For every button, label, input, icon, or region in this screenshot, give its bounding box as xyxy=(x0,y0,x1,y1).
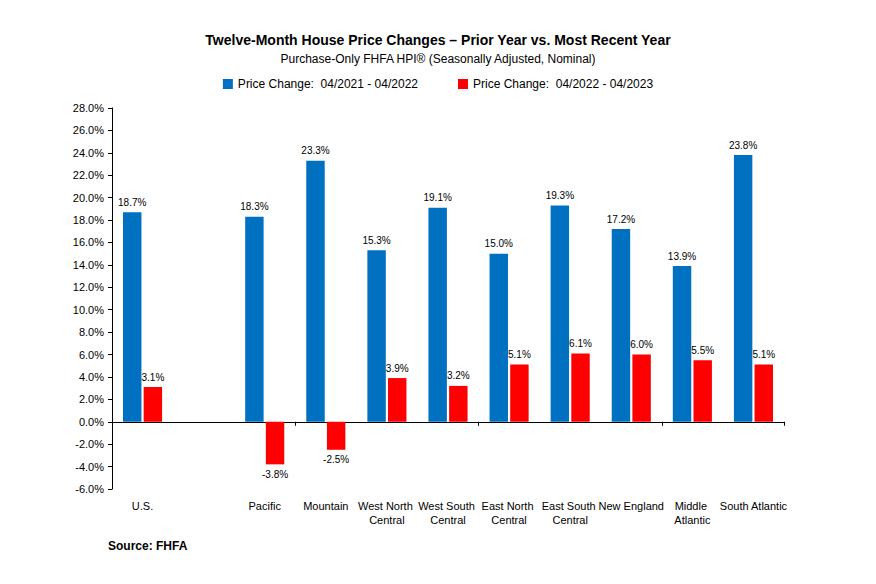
svg-text:East South: East South xyxy=(542,500,599,512)
svg-text:Mountain: Mountain xyxy=(303,500,348,512)
svg-text:New England: New England xyxy=(599,500,664,512)
svg-text:3.9%: 3.9% xyxy=(386,363,409,374)
svg-text:Purchase-Only FHFA HPI® (Seaso: Purchase-Only FHFA HPI® (Seasonally Adju… xyxy=(281,52,596,66)
svg-text:6.1%: 6.1% xyxy=(569,338,592,349)
svg-text:Atlantic: Atlantic xyxy=(674,514,711,526)
svg-text:-6.0%: -6.0% xyxy=(75,483,104,495)
svg-text:U.S.: U.S. xyxy=(132,500,153,512)
svg-text:-2.5%: -2.5% xyxy=(323,454,349,465)
svg-text:10.0%: 10.0% xyxy=(73,304,104,316)
svg-text:3.2%: 3.2% xyxy=(447,370,470,381)
svg-text:Twelve-Month House Price Chang: Twelve-Month House Price Changes – Prior… xyxy=(205,32,671,48)
svg-text:3.1%: 3.1% xyxy=(141,372,164,383)
svg-text:West North: West North xyxy=(358,500,416,512)
svg-text:2.0%: 2.0% xyxy=(79,393,104,405)
svg-text:19.1%: 19.1% xyxy=(423,192,451,203)
svg-text:West South: West South xyxy=(418,500,478,512)
svg-text:0.0%: 0.0% xyxy=(79,416,104,428)
svg-text:18.7%: 18.7% xyxy=(118,197,146,208)
svg-text:6.0%: 6.0% xyxy=(630,339,653,350)
svg-text:18.0%: 18.0% xyxy=(73,214,104,226)
svg-text:22.0%: 22.0% xyxy=(73,169,104,181)
svg-text:Price Change: 04/2022 - 04/20: Price Change: 04/2022 - 04/2023 xyxy=(473,77,653,91)
svg-text:28.0%: 28.0% xyxy=(73,102,104,114)
svg-text:23.3%: 23.3% xyxy=(301,145,329,156)
svg-text:Middle: Middle xyxy=(675,500,710,512)
svg-text:5.5%: 5.5% xyxy=(691,345,714,356)
svg-text:13.9%: 13.9% xyxy=(668,251,696,262)
svg-text:-2.0%: -2.0% xyxy=(75,438,104,450)
svg-text:17.2%: 17.2% xyxy=(607,214,635,225)
svg-text:5.1%: 5.1% xyxy=(508,349,531,360)
svg-text:Central: Central xyxy=(430,514,465,526)
svg-text:24.0%: 24.0% xyxy=(73,147,104,159)
svg-text:15.0%: 15.0% xyxy=(485,238,513,249)
svg-text:5.1%: 5.1% xyxy=(752,349,775,360)
svg-text:-3.8%: -3.8% xyxy=(262,469,288,480)
svg-text:Central: Central xyxy=(491,514,526,526)
svg-text:23.8%: 23.8% xyxy=(729,140,757,151)
svg-text:Source: FHFA: Source: FHFA xyxy=(108,539,188,553)
svg-text:15.3%: 15.3% xyxy=(362,235,390,246)
svg-text:18.3%: 18.3% xyxy=(240,201,268,212)
svg-text:-4.0%: -4.0% xyxy=(75,461,104,473)
svg-text:20.0%: 20.0% xyxy=(73,192,104,204)
svg-text:26.0%: 26.0% xyxy=(73,124,104,136)
svg-text:19.3%: 19.3% xyxy=(546,190,574,201)
svg-text:8.0%: 8.0% xyxy=(79,326,104,338)
svg-text:16.0%: 16.0% xyxy=(73,236,104,248)
svg-text:Price Change: 04/2021 - 04/20: Price Change: 04/2021 - 04/2022 xyxy=(238,77,418,91)
svg-text:4.0%: 4.0% xyxy=(79,371,104,383)
svg-text:14.0%: 14.0% xyxy=(73,259,104,271)
svg-text:Central: Central xyxy=(369,514,404,526)
svg-text:Pacific: Pacific xyxy=(249,500,282,512)
svg-text:12.0%: 12.0% xyxy=(73,281,104,293)
svg-text:6.0%: 6.0% xyxy=(79,349,104,361)
svg-text:East North: East North xyxy=(482,500,537,512)
svg-text:South Atlantic: South Atlantic xyxy=(720,500,788,512)
svg-text:Central: Central xyxy=(552,514,587,526)
